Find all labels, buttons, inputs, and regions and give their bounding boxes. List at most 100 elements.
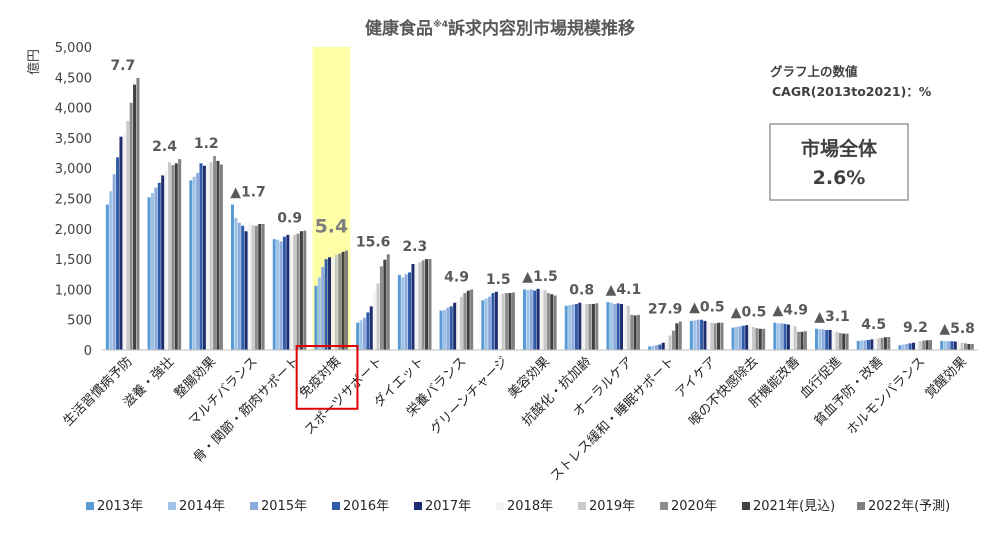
bar (828, 330, 832, 350)
bar (219, 164, 223, 350)
bar (803, 331, 807, 350)
bar (734, 326, 738, 350)
bar (783, 323, 787, 350)
bar (338, 253, 342, 350)
bar (494, 291, 498, 350)
bar (741, 325, 745, 350)
bar (282, 236, 286, 350)
bar (693, 320, 697, 350)
bar (585, 303, 589, 350)
legend-label: 2017年 (425, 499, 471, 514)
bar (286, 234, 290, 350)
bar (112, 174, 116, 350)
bar (373, 291, 377, 350)
bar (800, 331, 804, 350)
bar (946, 341, 950, 350)
legend-swatch (496, 502, 504, 510)
bar (786, 324, 790, 350)
bar (731, 327, 735, 350)
bar (523, 289, 526, 350)
bar (154, 187, 158, 350)
bar (571, 304, 575, 350)
cagr-label: ▲1.5 (522, 269, 558, 285)
bar (918, 341, 922, 350)
bar (581, 303, 585, 350)
bar (401, 277, 405, 350)
bar (751, 326, 755, 350)
cagr-label: ▲5.8 (939, 321, 975, 337)
bar (815, 328, 818, 350)
bar (511, 292, 515, 350)
note-line1: グラフ上の数値 (770, 64, 858, 79)
category-label: ホルモンバランス (844, 354, 928, 438)
bar (276, 239, 280, 350)
bar (568, 305, 572, 350)
note-line2: CAGR(2013to2021)：% (772, 84, 932, 99)
bar (960, 342, 964, 350)
bar (856, 340, 860, 350)
legend-swatch (742, 502, 750, 510)
bar (866, 340, 870, 350)
bar (943, 341, 947, 350)
bar (418, 262, 422, 350)
bar (501, 293, 505, 350)
bar (453, 302, 457, 350)
bar (863, 340, 867, 350)
bar (289, 236, 293, 350)
bar (689, 320, 693, 350)
bar (324, 259, 328, 350)
bar (161, 175, 165, 350)
cagr-label: ▲4.9 (772, 303, 808, 319)
bar (658, 344, 662, 350)
highlight-label-box (295, 345, 359, 410)
legend-label: 2019年 (589, 499, 635, 514)
bar (606, 302, 610, 350)
bar (231, 204, 234, 350)
bar (953, 341, 957, 350)
bar (279, 241, 283, 350)
bar (369, 306, 373, 350)
chart-title: 健康食品※4訴求内容別市場規模推移 (365, 18, 635, 39)
bar (651, 345, 655, 350)
bar (331, 257, 335, 350)
bar (536, 288, 540, 350)
bar (202, 165, 206, 350)
bar (755, 328, 759, 350)
bar (481, 300, 485, 350)
bar (845, 333, 849, 350)
bar (793, 326, 797, 350)
bar (713, 323, 717, 350)
cagr-label: 4.5 (861, 317, 886, 333)
cagr-label: 1.5 (486, 272, 511, 288)
bar (484, 298, 488, 350)
bar (706, 322, 710, 350)
cagr-label: 27.9 (648, 302, 683, 318)
bar (251, 225, 255, 350)
bar (414, 263, 418, 350)
bar (408, 272, 412, 350)
bar (178, 159, 182, 350)
cagr-label: 15.6 (356, 234, 391, 250)
bar (213, 156, 217, 350)
bar (703, 320, 707, 350)
y-tick-label: 2,500 (55, 193, 92, 208)
bar (818, 329, 822, 350)
legend-swatch (332, 502, 340, 510)
legend-label: 2022年(予測) (868, 499, 950, 514)
bar (553, 295, 557, 350)
bar (439, 310, 443, 350)
title-rest: 訴求内容別市場規模推移 (448, 18, 635, 39)
legend-label: 2014年 (179, 499, 225, 514)
bar (626, 305, 630, 350)
bar (745, 325, 749, 350)
bar (797, 331, 801, 350)
bar (616, 303, 620, 350)
y-tick-label: 5,000 (55, 41, 92, 56)
bar (254, 225, 258, 350)
bar (421, 260, 425, 350)
bar (189, 180, 193, 350)
bar (192, 176, 196, 350)
bar (700, 319, 704, 350)
y-tick-label: 4,500 (55, 71, 92, 86)
cagr-label: 0.9 (277, 211, 302, 227)
